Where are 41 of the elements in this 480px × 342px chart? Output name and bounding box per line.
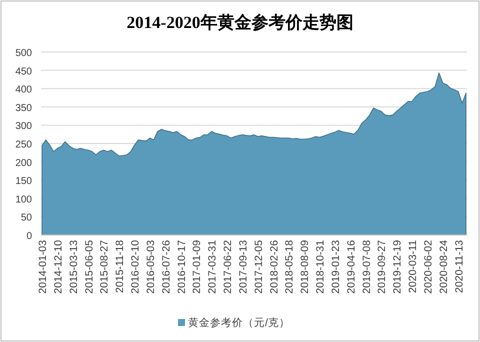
x-tick-label: 2018-02-26 (268, 240, 280, 294)
x-tick-label: 2017-01-09 (191, 240, 204, 294)
x-tick-label: 2019-09-27 (376, 240, 388, 294)
chart-title: 2014-2020年黄金参考价走势图 (126, 13, 354, 32)
x-tick-label: 2016-05-03 (144, 240, 157, 294)
x-tick-label: 2016-02-10 (130, 240, 142, 294)
x-tick-label: 2017-09-13 (237, 240, 250, 294)
x-tick-label: 2018-08-09 (299, 240, 312, 294)
y-tick-label: 350 (15, 102, 32, 114)
x-tick-label: 2019-04-16 (345, 240, 358, 294)
x-tick-label: 2019-07-08 (360, 240, 373, 294)
x-tick-label: 2020-06-02 (422, 240, 434, 294)
x-tick-label: 2020-03-11 (407, 240, 420, 293)
y-tick-label: 150 (15, 176, 32, 188)
x-tick-label: 2014-12-10 (52, 240, 64, 294)
y-tick-label: 0 (26, 231, 32, 242)
x-tick-label: 2018-05-18 (284, 240, 296, 294)
legend: 黄金参考价（元/克） (178, 317, 290, 329)
x-tick-label: 2017-06-22 (222, 240, 234, 294)
x-tick-label: 2014-01-03 (37, 240, 49, 294)
x-tick-label: 2018-10-31 (314, 240, 327, 294)
y-tick-label: 200 (15, 158, 32, 169)
x-tick-label: 2019-01-23 (330, 240, 342, 294)
x-tick-label: 2017-12-05 (252, 240, 265, 294)
x-tick-label: 2016-07-26 (160, 240, 172, 294)
y-tick-label: 100 (15, 194, 32, 206)
y-tick-label: 50 (20, 212, 32, 224)
x-tick-label: 2015-06-05 (83, 240, 96, 294)
x-tick-label: 2017-03-31 (206, 240, 219, 294)
x-tick-label: 2016-10-17 (176, 240, 188, 294)
x-tick-label: 2020-08-24 (438, 240, 450, 294)
y-tick-label: 500 (15, 48, 32, 59)
x-tick-label: 2020-11-13 (453, 240, 466, 293)
x-tick-label: 2015-11-18 (114, 240, 126, 293)
x-tick-label: 2015-03-13 (68, 240, 80, 294)
y-tick-label: 250 (15, 140, 32, 150)
y-tick-label: 450 (15, 66, 32, 78)
y-tick-label: 300 (15, 121, 32, 132)
x-tick-label: 2019-12-19 (392, 240, 404, 294)
y-tick-label: 400 (15, 84, 32, 96)
x-tick-label: 2015-08-27 (98, 240, 111, 294)
